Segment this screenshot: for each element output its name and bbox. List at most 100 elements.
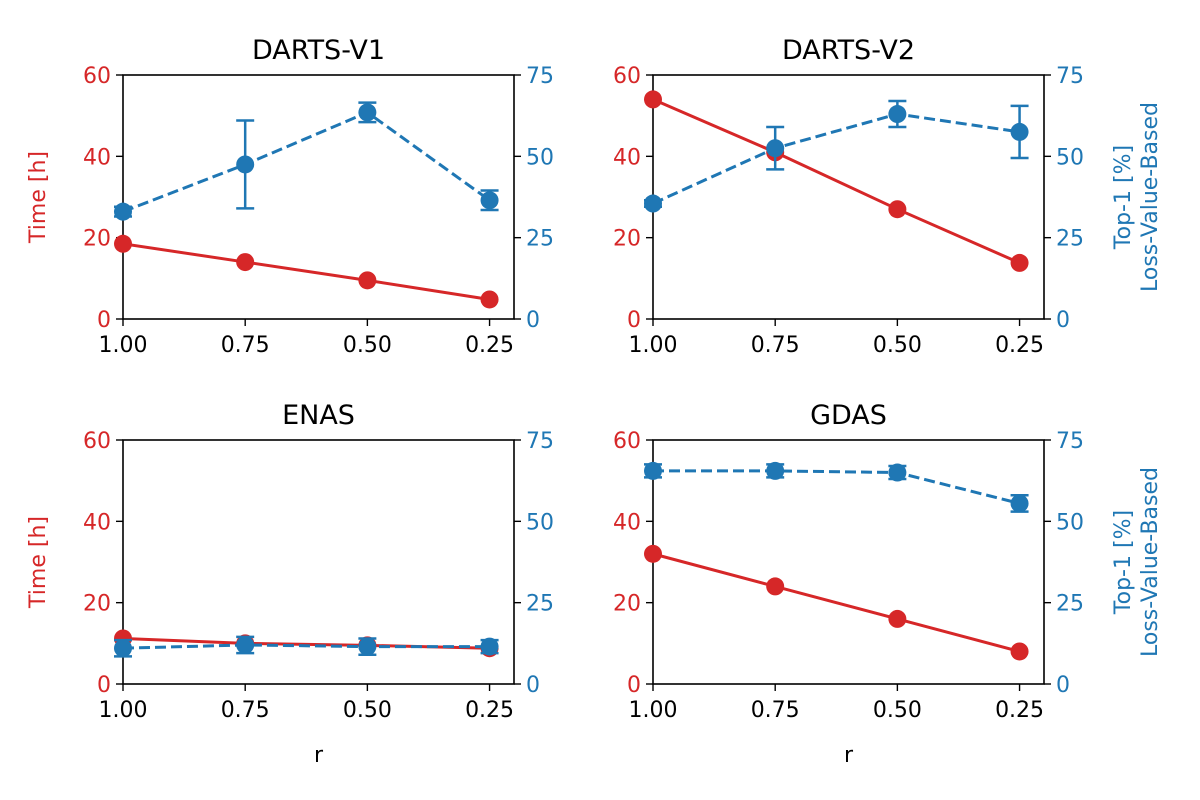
x-tick-label: 1.00 [99,333,148,358]
plot-frame [652,74,1045,320]
data-point [888,105,907,124]
series-time [644,544,1029,661]
data-point [888,200,907,219]
panel-title: GDAS [810,400,887,431]
y-left-tick-label: 0 [97,673,111,698]
y-right-tick-label: 50 [526,510,554,535]
data-point [644,90,662,109]
data-point [114,202,132,221]
data-point [236,155,255,174]
data-point [1010,642,1029,661]
y-right-tick-label: 0 [1056,673,1070,698]
series-line [122,110,491,214]
x-axis-label: r [314,743,324,768]
y-right-axis-label-line: Top-1 [%] [1111,510,1136,615]
panel-title: ENAS [282,400,355,431]
data-point [766,577,785,596]
x-tick-label: 0.75 [751,698,800,723]
panel-4: GDAS 1.00 0.75 0.50 0.25 0 20 40 60 0 25 50 75 r Top-1… [613,400,1163,768]
y-left-tick-label: 20 [613,227,641,252]
x-tick-label: 0.75 [221,698,270,723]
y-right-tick-label: 75 [1056,429,1084,454]
y-right-tick-label: 25 [526,227,554,252]
y-left-tick-label: 0 [627,308,641,333]
y-right-tick-label: 50 [526,145,554,170]
data-point [766,139,785,158]
plot-frame [122,74,515,320]
x-tick-label: 1.00 [99,698,148,723]
data-point [766,461,785,480]
panel-title: DARTS-V1 [252,35,385,66]
data-point [358,271,377,290]
x-tick-label: 0.25 [995,698,1044,723]
series-line [652,112,1020,205]
y-left-tick-label: 0 [627,673,641,698]
y-left-tick-label: 40 [83,145,111,170]
y-left-tick-label: 60 [613,429,641,454]
panel-1: DARTS-V1 1.00 0.75 0.50 0.25 0 20 40 60 0 25 50 75 Ti… [26,35,554,358]
x-tick-label: 0.75 [221,333,270,358]
data-point [114,234,132,253]
series-top1 [114,635,499,658]
data-point [480,290,499,309]
y-left-axis-label: Time [h] [26,151,51,244]
y-right-axis-label-line: Loss-Value-Based [1138,102,1163,292]
y-right-tick-label: 0 [526,308,540,333]
series-line [122,643,490,650]
y-left-tick-label: 60 [83,64,111,89]
y-left-tick-label: 20 [83,592,111,617]
y-right-tick-label: 25 [1056,227,1084,252]
series-line [652,552,1020,653]
x-tick-label: 0.25 [465,698,514,723]
y-left-tick-label: 40 [613,510,641,535]
y-right-axis-label-line: Loss-Value-Based [1138,467,1163,657]
x-tick-label: 0.25 [995,333,1044,358]
series-top1 [644,461,1029,513]
y-left-axis-label: Time [h] [26,516,51,609]
x-tick-label: 0.50 [873,698,922,723]
data-point [888,463,907,482]
series-line [652,98,1021,265]
panel-title: DARTS-V2 [782,35,915,66]
y-left-tick-label: 60 [83,429,111,454]
y-right-tick-label: 25 [1056,592,1084,617]
y-right-axis-label-line: Top-1 [%] [1111,145,1136,250]
x-tick-label: 1.00 [629,333,678,358]
panel-2: DARTS-V2 1.00 0.75 0.50 0.25 0 20 40 60 0 25 50 75 To… [613,35,1163,358]
data-point [644,194,662,213]
x-tick-label: 1.00 [629,698,678,723]
data-point [358,637,377,656]
data-point [358,103,377,122]
y-right-tick-label: 0 [526,673,540,698]
y-left-tick-label: 20 [613,592,641,617]
y-left-tick-label: 0 [97,308,111,333]
series-line [122,242,490,301]
data-point [480,637,499,656]
data-point [644,461,662,480]
series-top1 [114,101,499,221]
series-time [114,629,499,658]
data-point [1010,494,1029,513]
data-point [644,544,662,563]
y-left-tick-label: 40 [613,145,641,170]
panel-3: ENAS 1.00 0.75 0.50 0.25 0 20 40 60 0 25 50 75 r Time … [26,400,554,768]
data-point [1010,253,1029,272]
x-tick-label: 0.50 [873,333,922,358]
x-tick-label: 0.50 [343,333,392,358]
y-left-tick-label: 60 [613,64,641,89]
y-right-tick-label: 75 [526,429,554,454]
data-point [480,191,499,210]
y-left-tick-label: 40 [83,510,111,535]
series-top1 [644,99,1029,213]
series-line [653,469,1020,505]
data-point [1010,122,1029,141]
y-right-tick-label: 50 [1056,510,1084,535]
y-right-tick-label: 75 [526,64,554,89]
y-left-tick-label: 20 [83,227,111,252]
y-right-tick-label: 25 [526,592,554,617]
plot-frame [122,439,515,685]
series-time [114,234,499,309]
x-tick-label: 0.25 [465,333,514,358]
data-point [888,609,907,628]
